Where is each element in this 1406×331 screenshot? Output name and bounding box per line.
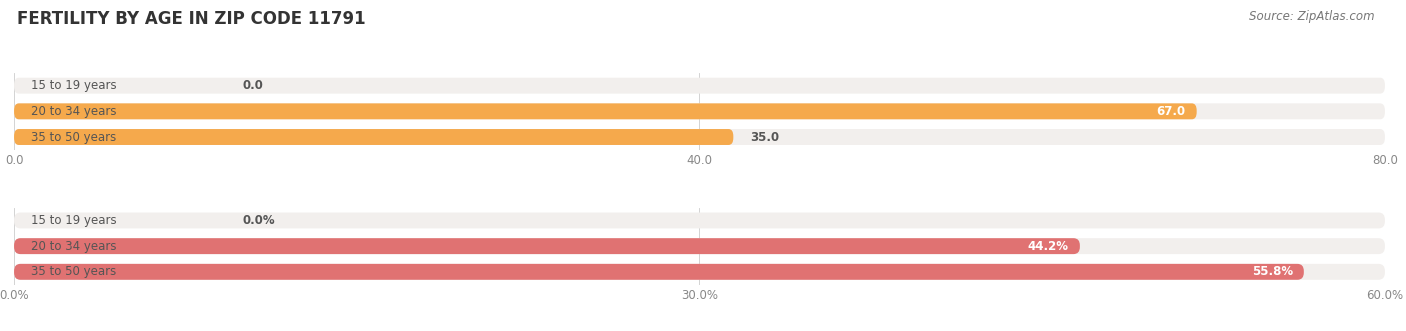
Text: 20 to 34 years: 20 to 34 years [31,240,117,253]
Text: 0.0: 0.0 [243,79,264,92]
Text: 20 to 34 years: 20 to 34 years [31,105,117,118]
FancyBboxPatch shape [14,213,1385,228]
Text: 44.2%: 44.2% [1028,240,1069,253]
Text: Source: ZipAtlas.com: Source: ZipAtlas.com [1250,10,1375,23]
FancyBboxPatch shape [14,264,1303,280]
FancyBboxPatch shape [14,103,1385,119]
Text: FERTILITY BY AGE IN ZIP CODE 11791: FERTILITY BY AGE IN ZIP CODE 11791 [17,10,366,28]
FancyBboxPatch shape [14,78,1385,94]
FancyBboxPatch shape [14,129,734,145]
FancyBboxPatch shape [14,238,1080,254]
Text: 35 to 50 years: 35 to 50 years [31,130,115,144]
Text: 67.0: 67.0 [1157,105,1185,118]
Text: 0.0%: 0.0% [243,214,276,227]
Text: 15 to 19 years: 15 to 19 years [31,79,117,92]
FancyBboxPatch shape [14,129,1385,145]
Text: 35.0: 35.0 [749,130,779,144]
Text: 15 to 19 years: 15 to 19 years [31,214,117,227]
Text: 55.8%: 55.8% [1251,265,1294,278]
FancyBboxPatch shape [14,103,1197,119]
FancyBboxPatch shape [14,238,1385,254]
Text: 35 to 50 years: 35 to 50 years [31,265,115,278]
FancyBboxPatch shape [14,264,1385,280]
